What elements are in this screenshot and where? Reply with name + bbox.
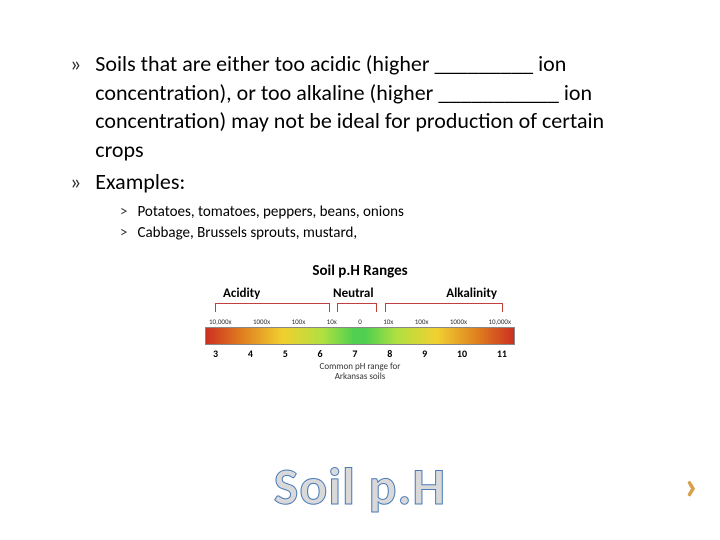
bullet-marker: » — [70, 168, 81, 197]
mult-value: 10,000x — [209, 317, 232, 326]
ph-gradient-bar — [205, 327, 515, 345]
label-acidity: Acidity — [223, 286, 260, 301]
sub-bullet-text: Cabbage, Brussels sprouts, mustard, — [137, 224, 357, 244]
bracket-acidity — [215, 303, 330, 311]
chart-ticks: 3 4 5 6 7 8 9 10 11 — [205, 347, 515, 360]
mult-value: 10x — [327, 317, 337, 326]
tick-value: 11 — [497, 347, 507, 360]
tick-value: 5 — [283, 347, 288, 360]
mult-value: 10x — [383, 317, 393, 326]
sub-bullet-item: ˃ Potatoes, tomatoes, peppers, beans, on… — [120, 203, 650, 223]
next-chevron-icon[interactable]: › — [684, 461, 698, 510]
chart-caption: Common pH range for Arkansas soils — [205, 362, 515, 382]
mult-value: 10,000x — [488, 317, 511, 326]
tick-value: 9 — [422, 347, 427, 360]
mult-value: 100x — [415, 317, 429, 326]
ph-chart: Soil p.H Ranges Acidity Neutral Alkalini… — [205, 262, 515, 382]
slide-content: » Soils that are either too acidic (high… — [0, 0, 720, 382]
tick-value: 7 — [352, 347, 357, 360]
chart-range-labels: Acidity Neutral Alkalinity — [205, 286, 515, 301]
chart-multipliers: 10,000x 1000x 100x 10x 0 10x 100x 1000x … — [205, 317, 515, 326]
slide-title: Soil p.H — [0, 454, 720, 518]
mult-value: 1000x — [450, 317, 467, 326]
bullet-text: Examples: — [95, 168, 650, 197]
tick-value: 6 — [318, 347, 323, 360]
bracket-neutral — [337, 303, 377, 311]
label-alkalinity: Alkalinity — [446, 286, 497, 301]
tick-value: 8 — [387, 347, 392, 360]
sub-bullet-text: Potatoes, tomatoes, peppers, beans, onio… — [137, 203, 403, 223]
main-bullet-list: » Soils that are either too acidic (high… — [70, 50, 650, 197]
bracket-alkalinity — [385, 303, 503, 311]
label-neutral: Neutral — [333, 286, 374, 301]
tick-value: 3 — [213, 347, 218, 360]
bullet-marker: » — [70, 50, 81, 164]
sub-bullet-marker: ˃ — [120, 224, 127, 244]
tick-value: 10 — [457, 347, 467, 360]
sub-bullet-marker: ˃ — [120, 203, 127, 223]
mult-value: 1000x — [253, 317, 270, 326]
chart-title: Soil p.H Ranges — [205, 262, 515, 280]
sub-bullet-list: ˃ Potatoes, tomatoes, peppers, beans, on… — [120, 203, 650, 244]
caption-line: Arkansas soils — [205, 372, 515, 382]
tick-value: 4 — [248, 347, 253, 360]
mult-value: 100x — [292, 317, 306, 326]
bullet-item: » Examples: — [70, 168, 650, 197]
bullet-item: » Soils that are either too acidic (high… — [70, 50, 650, 164]
mult-value: 0 — [358, 317, 362, 326]
bullet-text: Soils that are either too acidic (higher… — [95, 50, 650, 164]
sub-bullet-item: ˃ Cabbage, Brussels sprouts, mustard, — [120, 224, 650, 244]
chart-brackets — [205, 303, 515, 317]
